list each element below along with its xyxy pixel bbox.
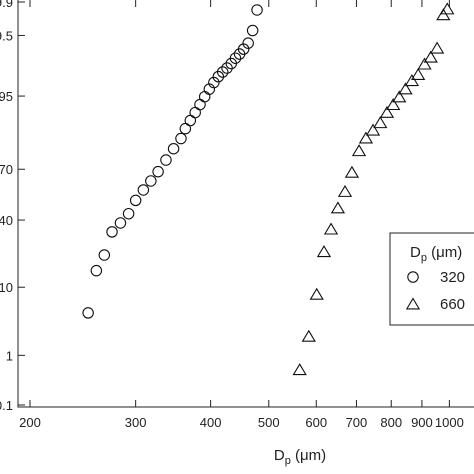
x-tick-label: 900: [411, 415, 433, 430]
data-point-triangle: [410, 67, 426, 80]
y-tick-label: 0.1: [0, 398, 13, 413]
data-point-circle: [90, 264, 103, 277]
x-tick-label: 600: [305, 415, 327, 430]
data-point-circle: [167, 142, 180, 155]
data-point-circle: [246, 24, 259, 37]
data-point-circle: [229, 52, 242, 64]
x-axis-title: Dp (μm): [274, 447, 326, 467]
y-tick-label: 99.9: [0, 0, 13, 10]
data-point-circle: [179, 122, 192, 135]
data-point-triangle: [351, 144, 367, 157]
x-tick-label: 200: [19, 415, 41, 430]
data-point-triangle: [392, 90, 407, 103]
data-point-triangle: [386, 98, 401, 111]
data-point-triangle: [423, 50, 438, 63]
data-point-circle: [198, 90, 211, 103]
data-point-circle: [106, 226, 118, 238]
x-tick-label: 500: [258, 415, 280, 430]
data-point-circle: [145, 175, 157, 187]
data-point-circle: [194, 98, 206, 111]
legend-title: Dp (μm): [410, 244, 462, 264]
y-tick-label: 10: [0, 280, 13, 295]
y-tick-label: 95: [0, 89, 13, 104]
data-point-triangle: [323, 222, 339, 235]
data-point-circle: [114, 217, 127, 229]
data-point-circle: [221, 62, 233, 74]
data-point-triangle: [292, 363, 307, 376]
x-tick-label: 300: [125, 415, 147, 430]
data-point-circle: [122, 207, 135, 220]
data-point-triangle: [436, 8, 451, 21]
data-point-triangle: [404, 74, 420, 87]
legend-marker-circle: [407, 271, 419, 283]
x-tick-label: 800: [380, 415, 402, 430]
data-point-triangle: [337, 184, 353, 197]
legend-label: 660: [440, 296, 465, 313]
x-tick-label: 1000: [435, 415, 464, 430]
data-point-circle: [175, 132, 187, 145]
data-point-triangle: [417, 57, 432, 70]
data-point-triangle: [429, 41, 445, 54]
y-tick-label: 40: [0, 213, 13, 228]
data-point-triangle: [358, 131, 374, 144]
legend-marker-triangle: [405, 297, 421, 310]
data-point-circle: [237, 43, 250, 55]
data-point-triangle: [316, 245, 332, 258]
y-tick-label: 70: [0, 162, 13, 177]
legend-box: [389, 232, 474, 326]
data-point-circle: [152, 165, 164, 178]
data-point-circle: [251, 4, 263, 16]
data-point-triangle: [373, 116, 388, 129]
data-point-circle: [208, 76, 220, 89]
data-point-triangle: [301, 329, 316, 342]
data-point-circle: [82, 307, 94, 319]
data-point-circle: [184, 114, 197, 127]
plot-frame: [17, 0, 474, 408]
legend-label: 320: [440, 269, 465, 286]
y-tick-label: 99.5: [0, 28, 13, 43]
x-tick-label: 400: [200, 415, 222, 430]
data-point-circle: [216, 66, 229, 78]
data-point-triangle: [309, 287, 324, 300]
data-point-circle: [189, 106, 201, 119]
x-tick-label: 700: [346, 415, 368, 430]
data-point-triangle: [398, 82, 413, 95]
data-point-circle: [242, 37, 254, 49]
y-tick-label: 1: [6, 348, 13, 363]
data-point-circle: [137, 184, 150, 196]
data-point-triangle: [365, 123, 381, 136]
data-point-triangle: [440, 2, 455, 15]
data-point-triangle: [330, 201, 346, 214]
data-point-triangle: [379, 105, 395, 118]
data-point-circle: [98, 249, 111, 261]
data-point-triangle: [344, 165, 360, 178]
data-point-circle: [129, 194, 142, 207]
data-point-circle: [160, 154, 172, 166]
